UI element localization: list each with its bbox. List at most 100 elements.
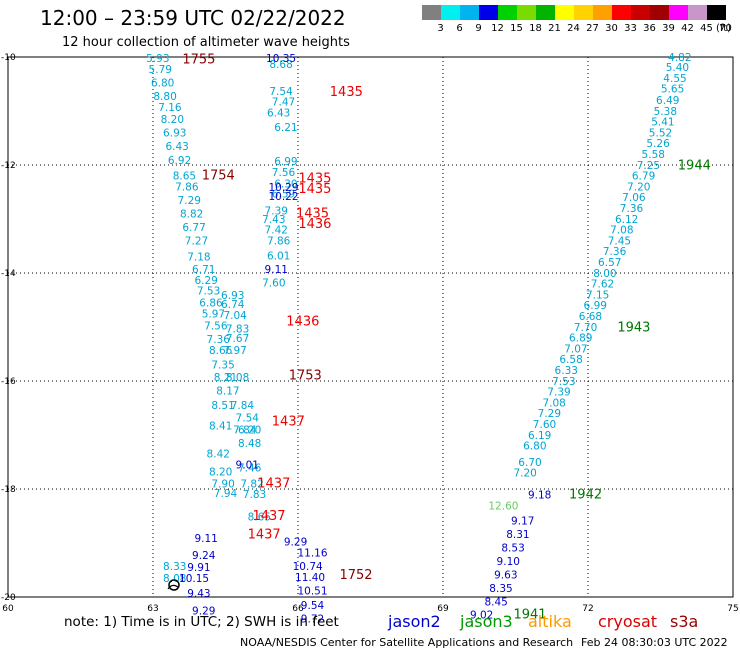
source-legend-item: s3a — [670, 612, 698, 631]
data-point-label: 8.82 — [180, 208, 203, 220]
colorbar-swatch — [460, 5, 479, 20]
y-tick-label: -12 — [1, 161, 16, 171]
data-point-label: 7.36 — [620, 203, 644, 215]
data-point-label: 8.17 — [216, 386, 239, 398]
data-point-label: 7.07 — [564, 343, 587, 355]
data-point-label: 6.57 — [598, 257, 621, 269]
data-point-label: 9.54 — [301, 600, 325, 612]
colorbar-label: 30 — [605, 23, 618, 34]
colorbar-swatch — [574, 5, 593, 20]
data-point-label: 6.74 — [221, 299, 245, 311]
data-point-label: 1944 — [678, 158, 711, 173]
data-point-label: 6.89 — [569, 333, 592, 345]
data-point-label: 7.25 — [637, 160, 660, 172]
data-point-label: 6.21 — [274, 122, 297, 134]
source-legend-item: altika — [528, 612, 572, 631]
data-point-label: 6.71 — [192, 264, 215, 276]
data-point-label: 8.80 — [153, 91, 176, 103]
x-tick-label: 75 — [727, 604, 738, 614]
data-point-label: 1943 — [617, 320, 650, 335]
data-point-label: 8.48 — [238, 438, 261, 450]
data-point-label: 1755 — [182, 52, 215, 67]
data-point-label: 8.65 — [173, 171, 196, 183]
data-point-label: 7.29 — [538, 408, 561, 420]
data-point-label: 7.36 — [603, 246, 627, 258]
source-legend-item: cryosat — [598, 612, 657, 631]
data-point-label: 7.60 — [533, 419, 556, 431]
data-point-label: 9.10 — [497, 556, 520, 568]
data-point-label: 11.40 — [295, 572, 325, 584]
data-point-label: 9.29 — [284, 537, 307, 549]
data-point-label: 9.43 — [187, 588, 210, 600]
data-point-label: 9.17 — [511, 516, 534, 528]
data-point-label: 5.65 — [661, 84, 684, 96]
data-point-label: 10.29 — [268, 182, 298, 194]
chart-title: 12:00 – 23:59 UTC 02/22/2022 — [40, 6, 346, 30]
data-point-label: 1942 — [569, 488, 602, 503]
data-point-label: 8.53 — [501, 543, 524, 555]
data-point-label: 9.63 — [494, 570, 517, 582]
data-point-label: 7.54 — [236, 413, 260, 425]
generated-timestamp: Feb 24 08:30:03 UTC 2022 — [581, 636, 728, 649]
data-point-label: 6.68 — [579, 311, 602, 323]
data-point-label: 7.53 — [552, 376, 575, 388]
data-point-label: 6.93 — [221, 290, 244, 302]
data-point-label: 7.18 — [187, 252, 210, 264]
data-point-label: 8.51 — [211, 400, 234, 412]
data-point-label: 4.82 — [668, 52, 691, 64]
colorbar-swatch — [669, 5, 688, 20]
data-point-label: 7.16 — [158, 102, 182, 114]
data-point-label: 8.20 — [209, 467, 232, 479]
data-point-label: 8.08 — [226, 372, 249, 384]
data-point-label: 6.70 — [518, 457, 541, 469]
y-tick-label: -14 — [1, 269, 16, 279]
x-tick-label: 66 — [292, 604, 304, 614]
data-point-label: 7.90 — [211, 478, 234, 490]
colorbar-label: 33 — [624, 23, 637, 34]
data-point-label: 8.35 — [489, 583, 512, 595]
data-point-label: 5.97 — [202, 308, 225, 320]
data-point-label: 4.55 — [663, 73, 686, 85]
colorbar-unit: (ft) — [716, 23, 731, 34]
data-point-label: 7.94 — [214, 488, 238, 500]
data-point-label: 11.16 — [297, 548, 327, 560]
source-legend-item: jason2 — [387, 612, 441, 631]
data-point-label: 1437 — [252, 509, 285, 524]
data-point-label: 6.19 — [528, 430, 551, 442]
colorbar-label: 70 — [719, 23, 732, 34]
data-point-label: 1753 — [289, 368, 322, 383]
data-point-label: 7.20 — [513, 468, 536, 480]
data-point-label: 6.43 — [165, 141, 188, 153]
data-point-label: 7.82 — [240, 478, 263, 490]
data-point-label: 5.79 — [149, 64, 172, 76]
data-point-label: 7.67 — [226, 333, 249, 345]
footnote: note: 1) Time is in UTC; 2) SWH is in fe… — [64, 614, 339, 630]
data-point-label: 6.77 — [182, 222, 205, 234]
colorbar-label: 27 — [586, 23, 599, 34]
data-point-label: 6.80 — [151, 78, 174, 90]
data-point-label: 6.30 — [274, 179, 297, 191]
satellite-icon — [167, 579, 180, 591]
colorbar-label: 15 — [510, 23, 523, 34]
data-point-label: 7.43 — [262, 214, 285, 226]
data-point-label: 5.26 — [646, 138, 670, 150]
data-point-label: 6.99 — [274, 156, 297, 168]
data-point-label: 5.58 — [642, 149, 665, 161]
data-point-label: 7.84 — [231, 400, 255, 412]
data-point-label: 8.20 — [161, 114, 184, 126]
chart-subtitle: 12 hour collection of altimeter wave hei… — [62, 35, 350, 50]
data-point-label: 9.01 — [236, 459, 259, 471]
chart-grid — [8, 57, 733, 597]
chart-axes: 60 63 66 69 72 75 -10 -12 -14 -16 -18 -20 — [1, 53, 739, 614]
data-point-label: 1437 — [248, 528, 281, 543]
data-point-label: 1754 — [202, 169, 235, 184]
data-point-label: 7.35 — [211, 360, 234, 372]
data-point-label: 8.45 — [484, 597, 507, 609]
data-point-label: 10.15 — [179, 573, 209, 585]
data-point-label: 1435 — [330, 85, 363, 100]
data-point-label: 10.74 — [293, 561, 323, 573]
data-point-label: 1437 — [257, 476, 290, 491]
data-point-label: 7.54 — [269, 86, 293, 98]
data-point-label: 7.86 — [267, 235, 291, 247]
